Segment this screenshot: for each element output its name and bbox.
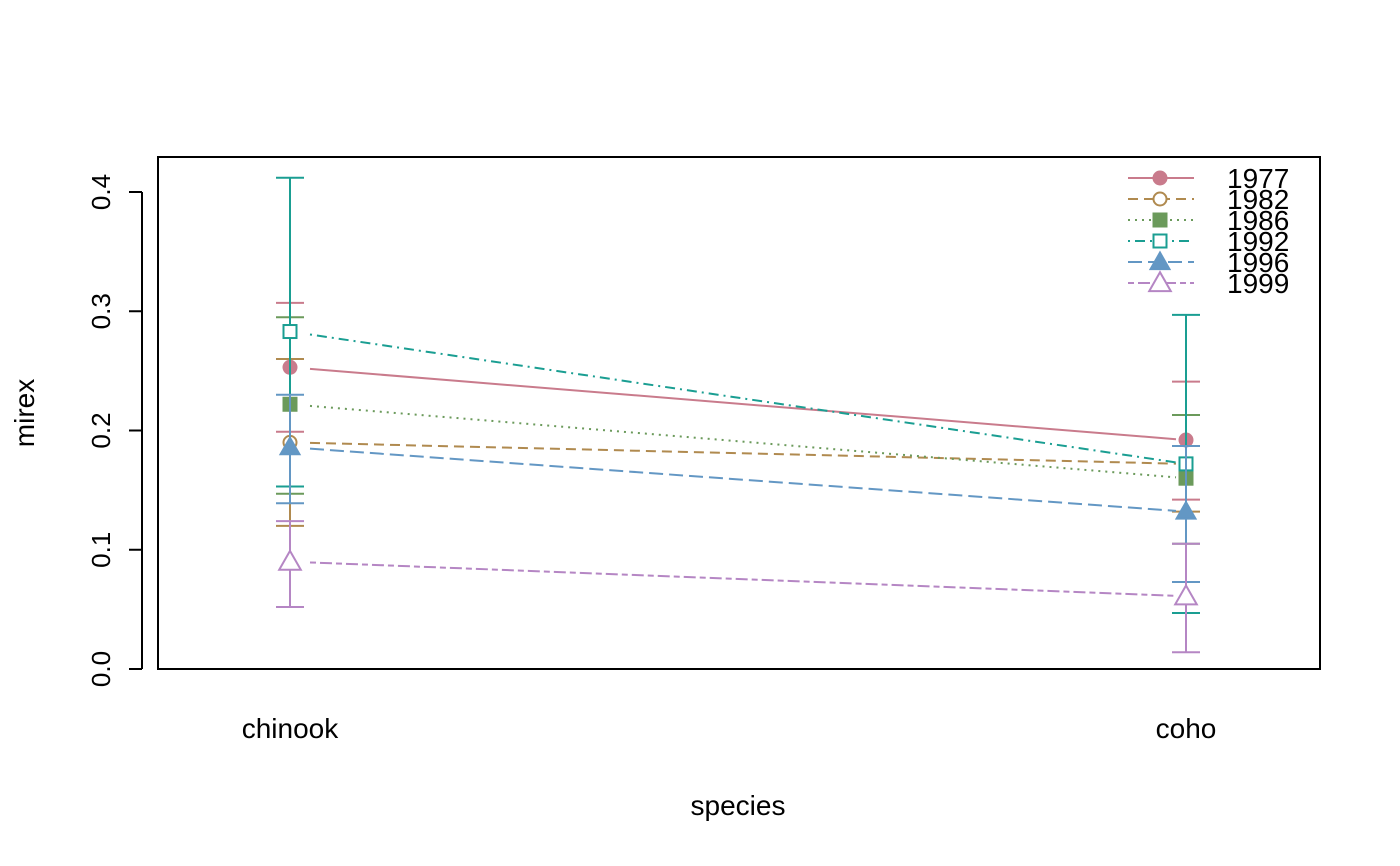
legend-marker xyxy=(1152,233,1168,249)
x-tick-label-coho: coho xyxy=(1156,713,1217,744)
series-1999 xyxy=(276,520,1200,654)
data-point xyxy=(282,324,298,340)
series-line xyxy=(309,447,1177,512)
x-tick-label-chinook: chinook xyxy=(242,713,340,744)
legend-marker xyxy=(1148,250,1172,271)
y-tick-label: 0.3 xyxy=(86,293,116,329)
series-line xyxy=(309,367,1177,441)
y-tick-label: 0.0 xyxy=(86,651,116,687)
legend-label: 1999 xyxy=(1227,268,1289,299)
series-1982 xyxy=(276,357,1200,527)
series-line xyxy=(309,441,1177,465)
x-axis-title: species xyxy=(691,790,786,821)
legend-label: 1977 xyxy=(1227,163,1289,194)
legend-marker xyxy=(1152,191,1168,207)
legend-label: 1986 xyxy=(1227,205,1289,236)
y-tick-label: 0.4 xyxy=(86,174,116,210)
legend-marker xyxy=(1147,270,1173,293)
data-point xyxy=(277,548,303,571)
legend-entry-1992: 1992 xyxy=(1128,226,1289,257)
series-line xyxy=(309,333,1177,464)
series-1992 xyxy=(276,176,1200,614)
legend-entry-1999: 1999 xyxy=(1128,268,1289,299)
legend-label: 1996 xyxy=(1227,247,1289,278)
legend-entry-1996: 1996 xyxy=(1128,247,1289,278)
legend-label: 1992 xyxy=(1227,226,1289,257)
legend-label: 1982 xyxy=(1227,184,1289,215)
plot-frame xyxy=(157,156,1321,670)
data-point xyxy=(1173,583,1199,606)
legend-entry-1977: 1977 xyxy=(1128,163,1289,194)
y-tick-label: 0.1 xyxy=(86,532,116,568)
y-tick-label: 0.2 xyxy=(86,412,116,448)
series-line xyxy=(309,404,1177,479)
series-1977 xyxy=(276,301,1200,501)
legend-marker xyxy=(1152,170,1168,186)
y-axis-title: mirex xyxy=(9,379,40,447)
data-point xyxy=(278,435,302,456)
plot-area-border xyxy=(157,156,1321,670)
legend-entry-1982: 1982 xyxy=(1128,184,1289,215)
legend-entry-1986: 1986 xyxy=(1128,205,1289,236)
data-point xyxy=(1174,500,1198,520)
axes: 0.0 0.1 0.2 0.3 0.4 chinook coho xyxy=(86,174,1216,744)
series-line xyxy=(309,561,1177,597)
series-layer xyxy=(276,176,1200,654)
legend-marker xyxy=(1152,212,1168,228)
series-1996 xyxy=(276,393,1200,583)
